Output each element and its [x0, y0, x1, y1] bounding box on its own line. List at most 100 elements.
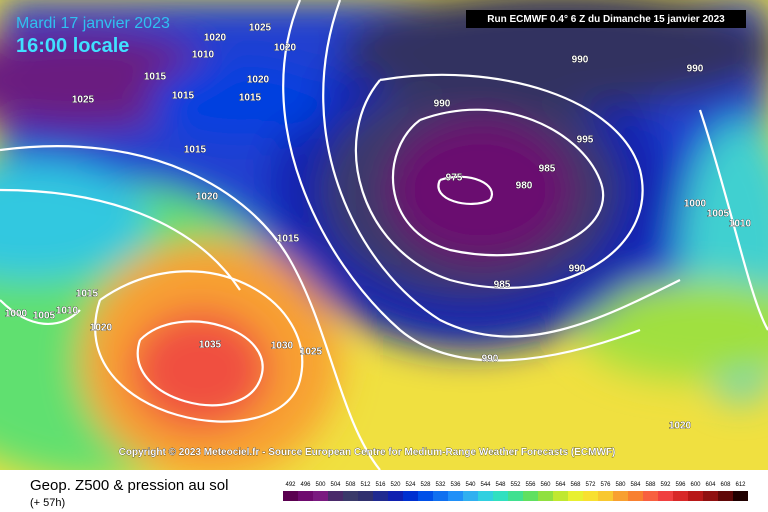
legend-swatch [523, 491, 538, 501]
isobar-label: 990 [482, 354, 499, 365]
legend-tick-label: 560 [540, 482, 551, 488]
legend-tick-label: 496 [300, 482, 311, 488]
isobar-label: 990 [687, 64, 704, 75]
legend-swatch [358, 491, 373, 501]
legend-tick-label: 500 [315, 482, 326, 488]
legend-tick-label: 548 [495, 482, 506, 488]
copyright: Copyright © 2023 Meteociel.fr - Source E… [119, 447, 616, 458]
legend-tick-label: 540 [465, 482, 476, 488]
legend-swatch [598, 491, 613, 501]
legend-tick-label: 512 [360, 482, 371, 488]
legend-swatch [643, 491, 658, 501]
isobar-label: 1020 [90, 323, 113, 334]
map [0, 0, 768, 470]
isobar-label: 1010 [56, 306, 79, 317]
legend-tick-label: 596 [675, 482, 686, 488]
legend-tick-label: 528 [420, 482, 431, 488]
legend-swatch [463, 491, 478, 501]
isobar-label: 1020 [204, 33, 227, 44]
legend-swatch [343, 491, 358, 501]
legend-swatch [283, 491, 298, 501]
footer-title: Geop. Z500 & pression au sol [30, 477, 228, 494]
legend-swatch [688, 491, 703, 501]
legend-swatch [478, 491, 493, 501]
legend-tick-label: 600 [690, 482, 701, 488]
isobar-label: 990 [572, 55, 589, 66]
isobar-label: 990 [569, 264, 586, 275]
legend-tick-label: 576 [600, 482, 611, 488]
isobar-label: 1025 [249, 23, 272, 34]
legend-swatch [673, 491, 688, 501]
isobar-label: 1020 [247, 75, 270, 86]
isobar-label: 1015 [239, 93, 262, 104]
legend-swatch [718, 491, 733, 501]
isobar-label: 1030 [271, 341, 294, 352]
isobar-label: 1015 [277, 234, 300, 245]
legend: 492 496 500 504 508 512 516 520 524 528 532 536 540 5… [283, 482, 748, 501]
legend-tick-label: 584 [630, 482, 641, 488]
legend-tick-label: 572 [585, 482, 596, 488]
legend-swatch [388, 491, 403, 501]
isobar-label: 1010 [192, 50, 215, 61]
isobar-label: 1015 [172, 91, 195, 102]
legend-tick-label: 552 [510, 482, 521, 488]
legend-swatch [418, 491, 433, 501]
isobar-label: 985 [494, 280, 511, 291]
legend-tick-label: 504 [330, 482, 341, 488]
legend-swatch [733, 491, 748, 501]
isobar-label: 1015 [76, 289, 99, 300]
lead-time: (+ 57h) [30, 497, 65, 509]
legend-tick-label: 524 [405, 482, 416, 488]
isobar-label: 1015 [144, 72, 167, 83]
legend-tick-label: 544 [480, 482, 491, 488]
legend-swatch [628, 491, 643, 501]
isobar-label: 980 [516, 181, 533, 192]
legend-tick-label: 612 [735, 482, 746, 488]
isobar-label: 1010 [729, 219, 752, 230]
legend-tick-label: 604 [705, 482, 716, 488]
legend-tick-label: 516 [375, 482, 386, 488]
legend-swatch [298, 491, 313, 501]
legend-tick-label: 580 [615, 482, 626, 488]
legend-tick-label: 592 [660, 482, 671, 488]
isobar-label: 1025 [300, 347, 323, 358]
isobar-label: 1035 [199, 340, 222, 351]
legend-swatch [553, 491, 568, 501]
isobar-label: 1000 [684, 199, 707, 210]
isobar-label: 975 [446, 173, 463, 184]
legend-swatch [403, 491, 418, 501]
isobar-label: 1000 [5, 309, 28, 320]
legend-swatch [583, 491, 598, 501]
run-info: Run ECMWF 0.4° 6 Z du Dimanche 15 janvie… [487, 14, 725, 25]
legend-swatch [313, 491, 328, 501]
isobar-label: 1020 [669, 421, 692, 432]
legend-tick-label: 536 [450, 482, 461, 488]
isobar-label: 1005 [33, 311, 56, 322]
legend-swatch [448, 491, 463, 501]
legend-swatch [433, 491, 448, 501]
isobar-label: 990 [434, 99, 451, 110]
isobar-label: 1020 [274, 43, 297, 54]
time: 16:00 locale [16, 35, 129, 57]
legend-swatch [493, 491, 508, 501]
legend-swatch [538, 491, 553, 501]
legend-tick-label: 564 [555, 482, 566, 488]
isobar-label: 1005 [707, 209, 730, 220]
legend-tick-label: 532 [435, 482, 446, 488]
legend-swatch [508, 491, 523, 501]
isobar-label: 1020 [196, 192, 219, 203]
legend-swatch [658, 491, 673, 501]
legend-tick-label: 556 [525, 482, 536, 488]
run-box [466, 10, 746, 28]
legend-swatch [373, 491, 388, 501]
legend-tick-label: 492 [285, 482, 296, 488]
legend-swatch [328, 491, 343, 501]
isobar-label: 1025 [72, 95, 95, 106]
isobar-label: 995 [577, 135, 594, 146]
legend-swatch [568, 491, 583, 501]
legend-tick-label: 588 [645, 482, 656, 488]
legend-swatch [613, 491, 628, 501]
date: Mardi 17 janvier 2023 [16, 15, 170, 32]
